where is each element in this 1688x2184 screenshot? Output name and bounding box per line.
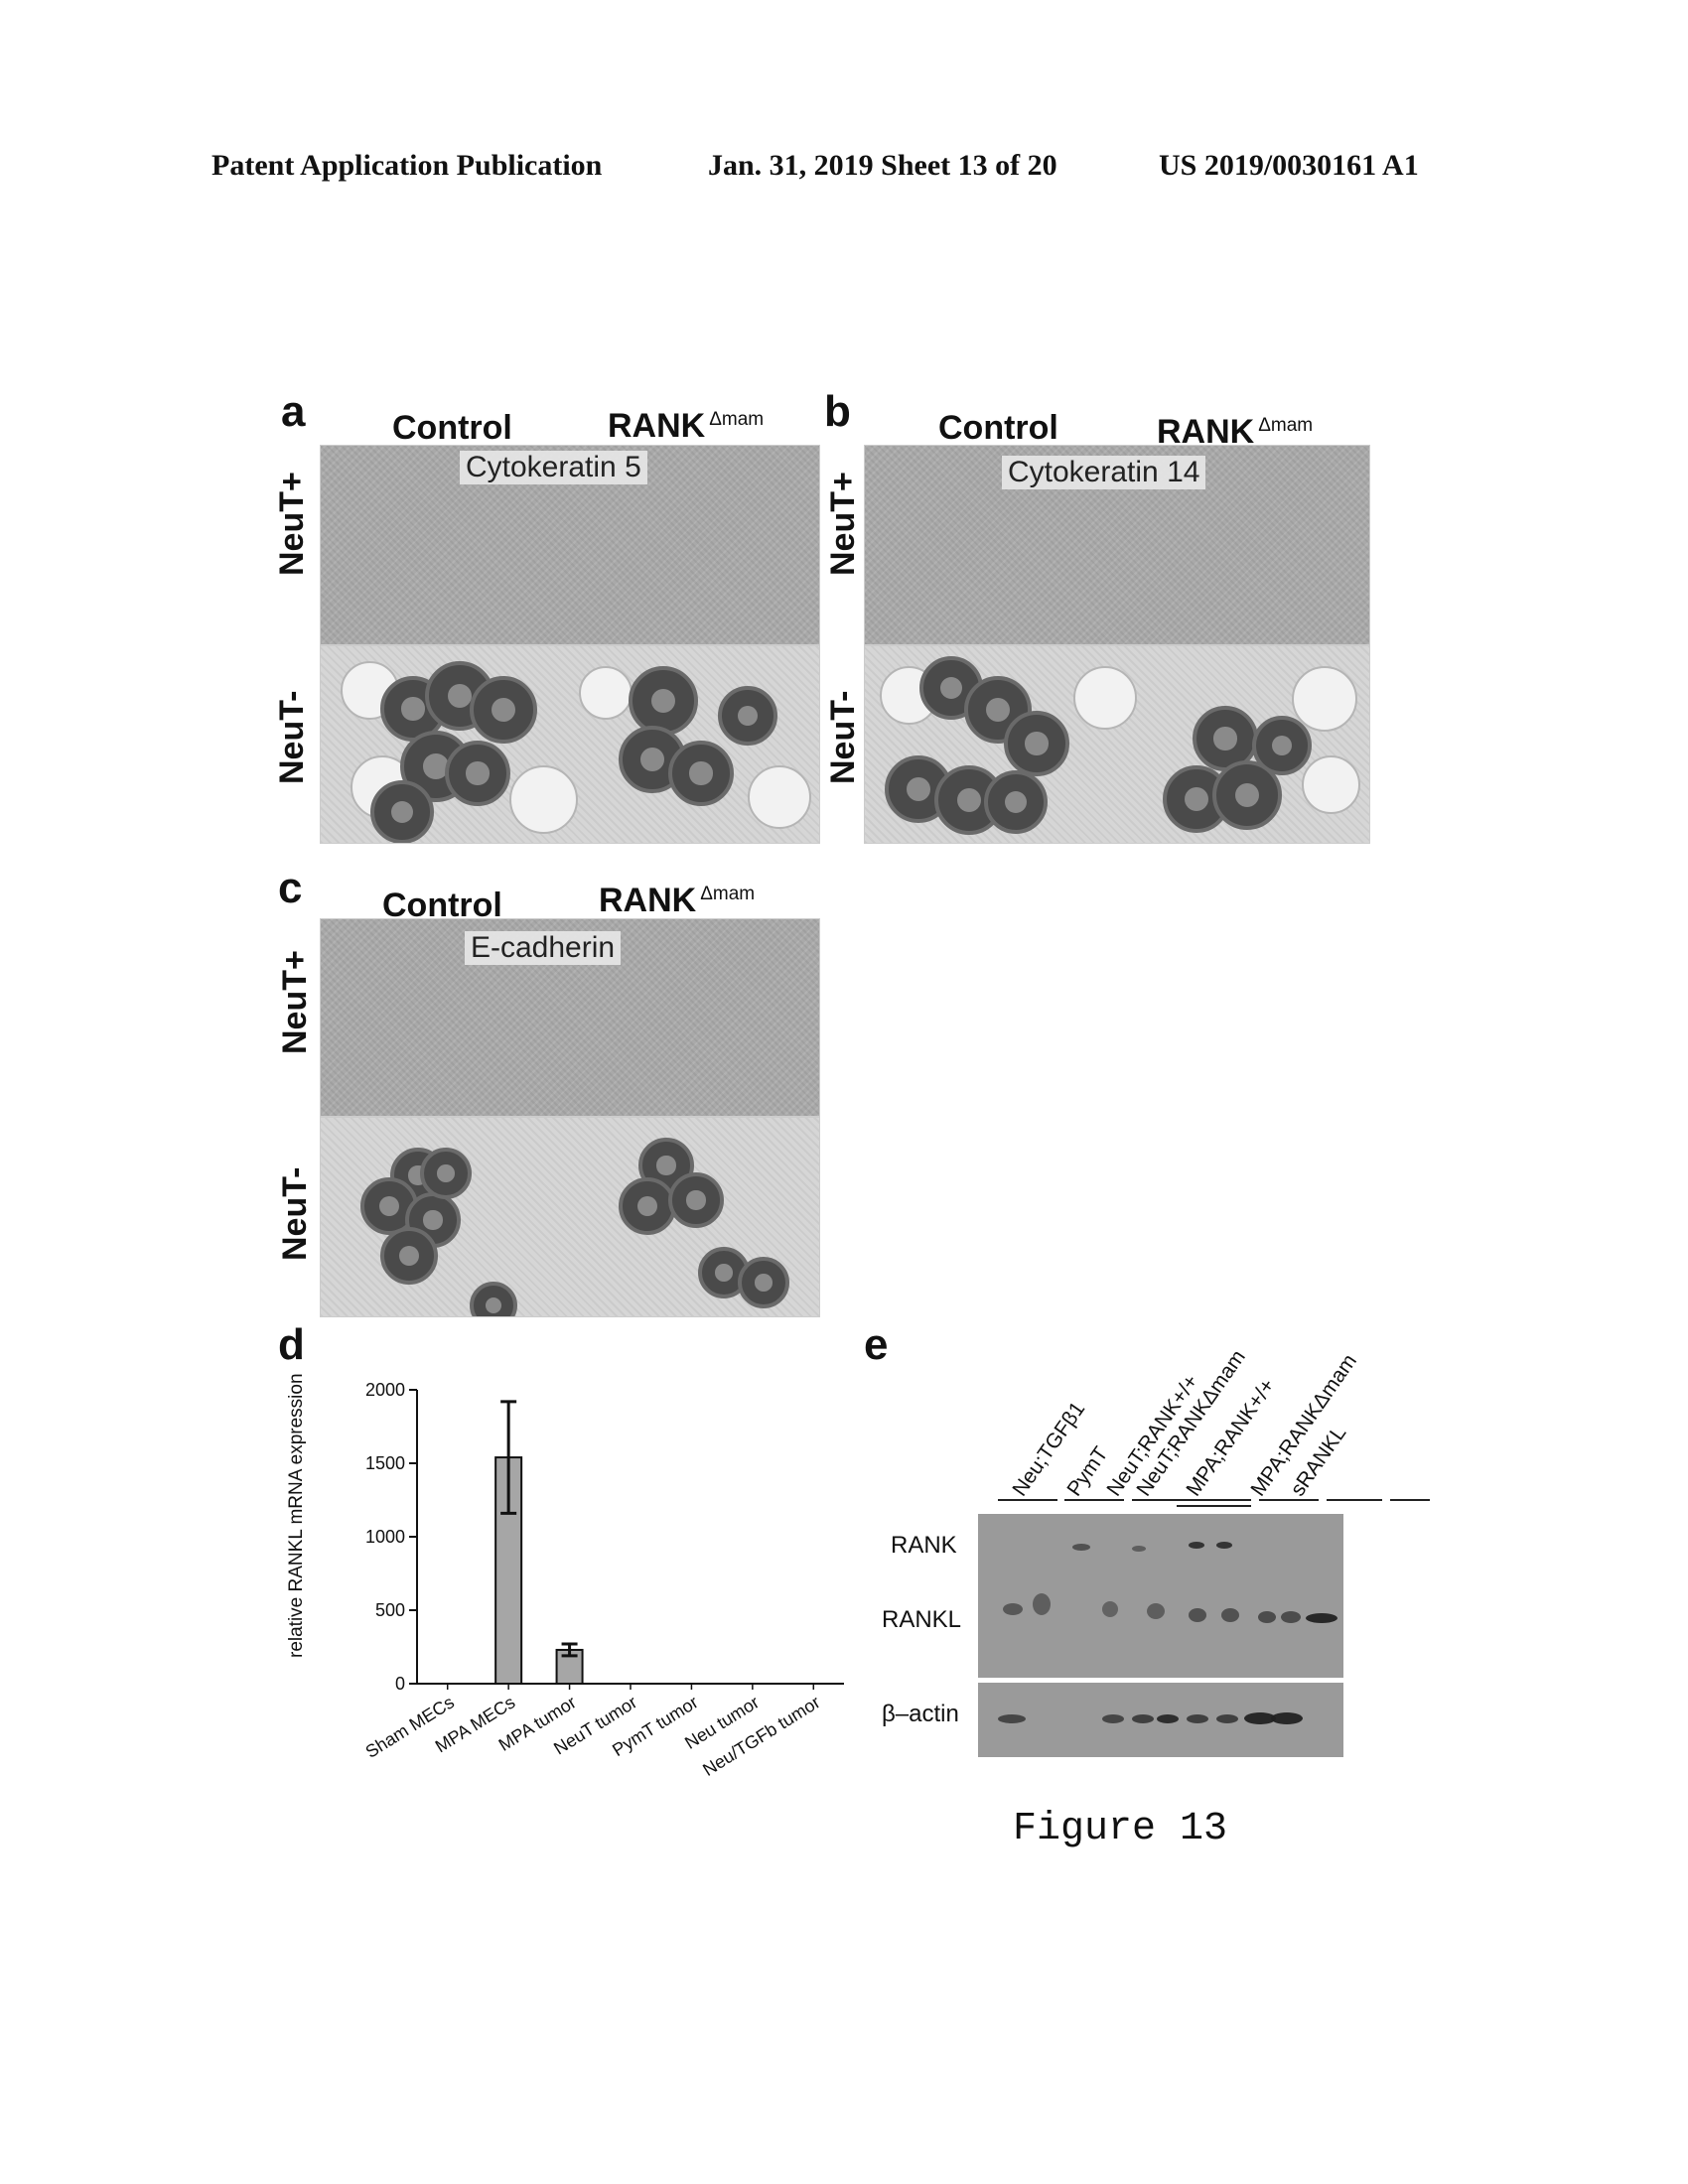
- panel-d-letter: d: [278, 1320, 305, 1370]
- lane-group-line: [998, 1499, 1057, 1501]
- panel-c-micrograph-neut-plus: E-cadherin: [320, 918, 820, 1117]
- publication-title: Patent Application Publication: [211, 149, 602, 183]
- figure-label: Figure 13: [1013, 1807, 1227, 1851]
- panel-a-col-control: Control: [392, 409, 512, 448]
- y-tick-label: 500: [375, 1600, 405, 1620]
- date-sheet: Jan. 31, 2019 Sheet 13 of 20: [708, 149, 1057, 183]
- panel-a-row-neut-minus: NeuT-: [273, 691, 312, 784]
- blot-membrane-rank-rankl: [978, 1514, 1343, 1678]
- y-tick-label: 2000: [365, 1380, 405, 1400]
- y-tick-label: 1000: [365, 1527, 405, 1547]
- panel-b-letter: b: [824, 387, 851, 437]
- chart-y-axis-label: relative RANKL mRNA expression: [286, 1373, 308, 1658]
- panel-b-micrograph-neut-minus: [864, 645, 1370, 844]
- panel-b-row-neut-plus: NeuT+: [824, 472, 863, 576]
- lane-group-line: [1064, 1499, 1124, 1501]
- lane-group-line: [1177, 1505, 1251, 1507]
- panel-c-letter: c: [278, 864, 302, 913]
- y-tick-label: 0: [395, 1674, 405, 1694]
- panel-c-micrograph-neut-minus: [320, 1117, 820, 1317]
- lane-group-line: [1327, 1499, 1382, 1501]
- blot-row-label-rankl: RANKL: [882, 1606, 961, 1634]
- panel-b-row-neut-minus: NeuT-: [824, 691, 863, 784]
- lane-group-line: [1132, 1499, 1251, 1501]
- panel-a-row-neut-plus: NeuT+: [273, 472, 312, 576]
- panel-b-micrograph-neut-plus: Cytokeratin 14: [864, 445, 1370, 645]
- y-tick-label: 1500: [365, 1453, 405, 1473]
- panel-b-stain-label: Cytokeratin 14: [1002, 456, 1205, 489]
- panel-a-letter: a: [281, 387, 305, 437]
- panel-c-stain-label: E-cadherin: [465, 931, 621, 965]
- panel-a-stain-label: Cytokeratin 5: [460, 451, 647, 484]
- blot-row-label-rank: RANK: [891, 1532, 957, 1560]
- lane-group-line: [1390, 1499, 1430, 1501]
- panel-c-row-neut-plus: NeuT+: [276, 950, 315, 1054]
- panel-a-col-rank: RANKΔmam: [608, 407, 764, 446]
- rankl-bar-chart: 0500100015002000Sham MECsMPA MECsMPA tum…: [318, 1360, 854, 1866]
- blot-membrane-beta-actin: [978, 1683, 1343, 1757]
- panel-e-letter: e: [864, 1320, 888, 1370]
- panel-c-col-rank: RANKΔmam: [599, 882, 755, 920]
- panel-a-micrograph-neut-plus: Cytokeratin 5: [320, 445, 820, 645]
- panel-a-micrograph-neut-minus: [320, 645, 820, 844]
- panel-b-col-control: Control: [938, 409, 1058, 448]
- blot-row-label-beta-actin: β–actin: [882, 1701, 959, 1728]
- patent-number: US 2019/0030161 A1: [1159, 149, 1419, 183]
- panel-c-row-neut-minus: NeuT-: [276, 1167, 315, 1261]
- lane-group-line: [1259, 1499, 1319, 1501]
- blot-lane-label: PymT: [1062, 1442, 1113, 1501]
